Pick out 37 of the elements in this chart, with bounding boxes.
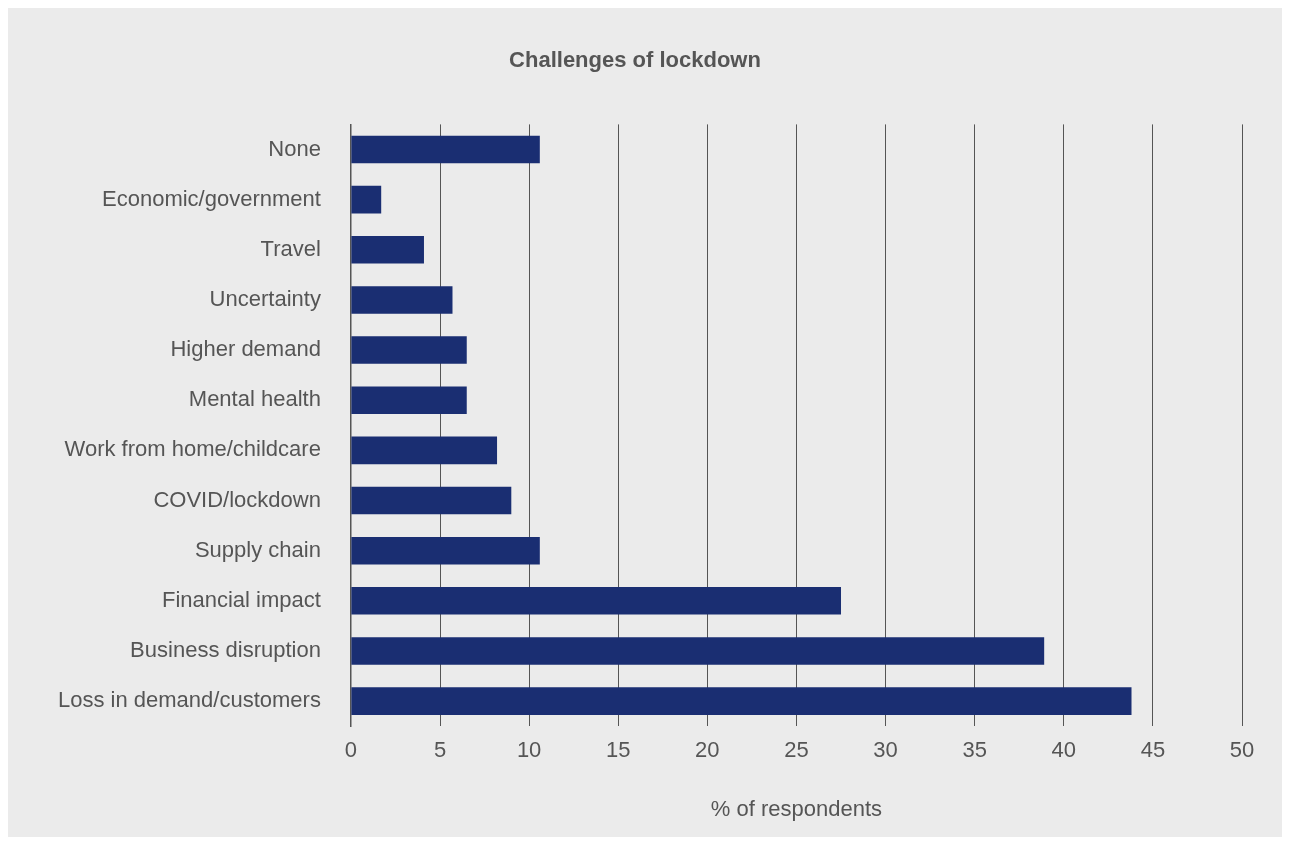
x-tick-label: 20 <box>695 737 720 763</box>
y-tick-label: Uncertainty <box>209 285 321 311</box>
y-tick-label: Mental health <box>188 386 321 412</box>
bar <box>351 436 498 465</box>
y-tick-label: Loss in demand/customers <box>58 687 321 713</box>
y-tick-label: None <box>268 135 321 161</box>
bar <box>351 486 512 515</box>
x-tick-label: 0 <box>344 737 358 763</box>
bar <box>351 135 540 164</box>
y-tick-label: COVID/lockdown <box>153 486 321 512</box>
bar <box>351 587 842 615</box>
x-tick-label: 35 <box>962 737 987 763</box>
y-tick-label: Economic/government <box>102 185 321 211</box>
x-tick-label: 5 <box>433 737 447 763</box>
x-tick-label: 40 <box>1051 737 1077 763</box>
bar <box>351 185 382 214</box>
y-tick-label: Work from home/childcare <box>64 436 321 462</box>
y-tick-label: Business disruption <box>130 637 321 663</box>
bar <box>351 687 1132 715</box>
x-tick-label: 50 <box>1229 737 1255 763</box>
bar <box>351 637 1045 665</box>
y-tick-label: Supply chain <box>194 536 321 562</box>
bar <box>351 536 540 565</box>
x-tick-label: 30 <box>873 737 898 763</box>
y-tick-label: Higher demand <box>170 336 321 362</box>
x-tick-label: 25 <box>784 737 809 763</box>
bar <box>351 336 467 364</box>
x-tick-label: 15 <box>605 737 631 763</box>
x-tick-label: 45 <box>1140 737 1166 763</box>
bar <box>351 286 453 314</box>
bar <box>351 386 467 415</box>
x-axis-title: % of respondents <box>710 795 883 821</box>
chart-title: Challenges of lockdown <box>509 47 761 73</box>
x-tick-label: 10 <box>516 737 542 763</box>
bar <box>351 235 424 264</box>
y-tick-label: Travel <box>260 235 321 261</box>
y-tick-label: Financial impact <box>161 586 321 612</box>
